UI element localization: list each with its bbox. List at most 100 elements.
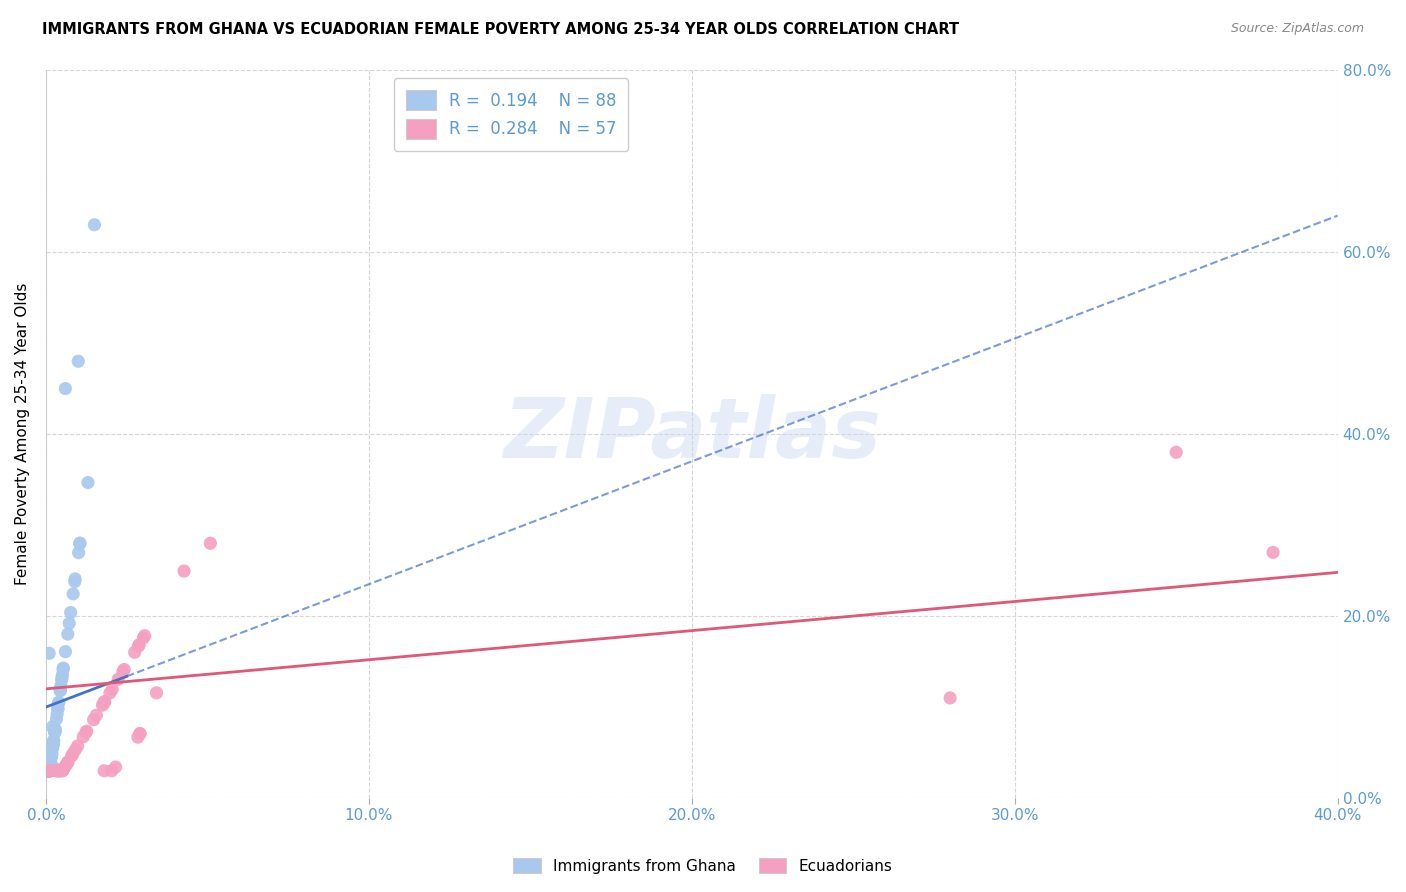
Point	[37, 764, 59, 778]
Point	[44, 724, 66, 739]
Point	[38, 764, 60, 778]
Point	[49, 764, 72, 778]
Point	[48, 764, 70, 778]
Point	[37, 764, 59, 778]
Point	[38, 646, 60, 660]
Point	[112, 663, 135, 677]
Point	[38, 764, 60, 778]
Point	[44, 724, 66, 739]
Point	[38, 764, 60, 778]
Point	[39, 756, 62, 770]
Point	[37, 764, 59, 778]
Point	[45, 762, 67, 776]
Point	[39, 759, 62, 773]
Point	[37, 764, 59, 778]
Point	[129, 726, 152, 740]
Point	[38, 764, 60, 778]
Point	[45, 764, 67, 778]
Text: IMMIGRANTS FROM GHANA VS ECUADORIAN FEMALE POVERTY AMONG 25-34 YEAR OLDS CORRELA: IMMIGRANTS FROM GHANA VS ECUADORIAN FEMA…	[42, 22, 959, 37]
Point	[46, 764, 69, 778]
Point	[69, 536, 91, 550]
Point	[46, 707, 69, 722]
Point	[42, 738, 65, 752]
Point	[38, 764, 60, 778]
Point	[39, 764, 62, 778]
Point	[44, 722, 66, 736]
Point	[48, 695, 70, 709]
Point	[100, 764, 122, 778]
Point	[107, 672, 129, 686]
Point	[41, 747, 63, 761]
Point	[48, 696, 70, 710]
Point	[93, 696, 115, 710]
Point	[42, 733, 65, 747]
Point	[51, 671, 73, 685]
Point	[69, 537, 91, 551]
Point	[37, 764, 59, 778]
Point	[56, 756, 79, 770]
Point	[37, 764, 59, 778]
Point	[83, 218, 105, 232]
Point	[39, 758, 62, 772]
Point	[86, 708, 108, 723]
Point	[45, 712, 67, 726]
Point	[91, 698, 114, 713]
Point	[72, 730, 94, 744]
Point	[44, 723, 66, 737]
Point	[52, 764, 75, 778]
Point	[939, 690, 962, 705]
Point	[42, 739, 65, 753]
Point	[127, 639, 149, 653]
Point	[128, 638, 150, 652]
Point	[42, 737, 65, 751]
Point	[37, 764, 59, 778]
Point	[52, 663, 75, 677]
Point	[37, 764, 59, 778]
Point	[38, 764, 60, 778]
Point	[56, 756, 79, 770]
Point	[62, 747, 84, 762]
Point	[37, 764, 59, 778]
Point	[65, 743, 87, 757]
Point	[200, 536, 222, 550]
Point	[37, 764, 59, 778]
Point	[83, 713, 105, 727]
Point	[53, 382, 76, 396]
Point	[111, 665, 134, 679]
Point	[1166, 445, 1188, 459]
Point	[67, 546, 90, 560]
Point	[37, 764, 59, 778]
Point	[37, 764, 59, 778]
Point	[41, 750, 63, 764]
Point	[49, 682, 72, 697]
Point	[44, 725, 66, 739]
Point	[62, 587, 84, 601]
Point	[75, 725, 97, 739]
Point	[52, 661, 75, 675]
Point	[93, 695, 115, 709]
Point	[39, 757, 62, 772]
Point	[37, 764, 59, 778]
Point	[44, 724, 66, 739]
Point	[173, 564, 195, 578]
Point	[59, 606, 82, 620]
Point	[37, 764, 59, 778]
Point	[145, 686, 167, 700]
Point	[38, 764, 60, 778]
Point	[67, 354, 90, 368]
Point	[132, 631, 155, 645]
Point	[49, 764, 72, 778]
Point	[55, 758, 77, 772]
Point	[46, 701, 69, 715]
Point	[38, 764, 60, 778]
Point	[37, 764, 59, 778]
Point	[37, 764, 59, 778]
Point	[37, 764, 59, 778]
Point	[52, 764, 75, 778]
Point	[55, 645, 77, 659]
Point	[48, 764, 70, 778]
Point	[127, 730, 149, 744]
Point	[45, 764, 67, 778]
Point	[41, 748, 63, 763]
Point	[38, 764, 60, 778]
